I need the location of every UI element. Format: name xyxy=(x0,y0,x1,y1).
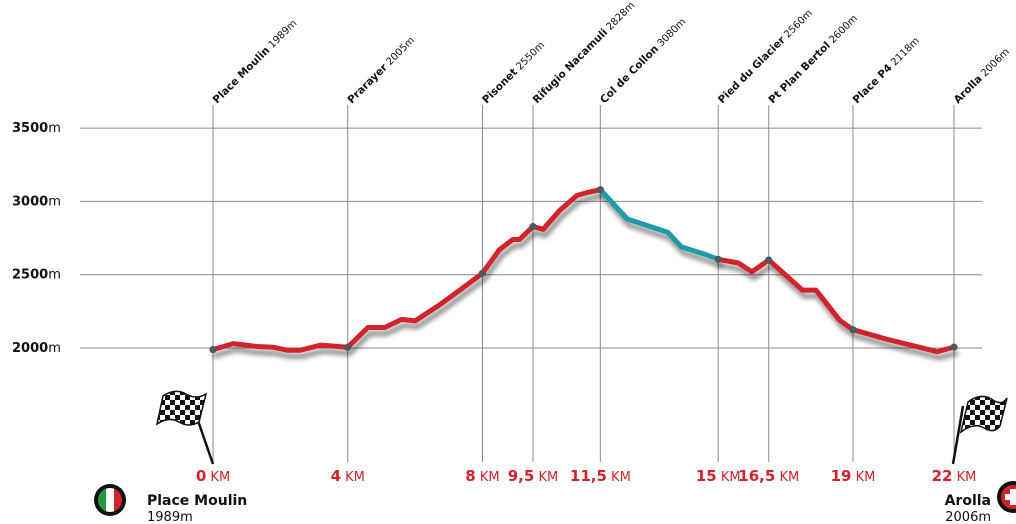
profile-shadow-segment xyxy=(717,262,959,361)
waypoint-guides xyxy=(212,105,955,462)
y-tick-label: 3500m xyxy=(12,121,61,136)
waypoint-label: Pt Plan Bertol 2600m xyxy=(766,12,860,106)
profile-shadow-segment xyxy=(599,193,723,268)
waypoint-label: Arolla 2006m xyxy=(952,46,1012,106)
profile-shadow-segment xyxy=(212,193,605,359)
x-tick-label: 0 KM xyxy=(196,467,230,485)
profile-segment-3 xyxy=(715,256,957,355)
waypoint-marker xyxy=(344,343,352,351)
y-tick-label: 2500m xyxy=(12,268,61,283)
profile-segment-2 xyxy=(597,187,721,262)
waypoint-marker xyxy=(950,343,958,351)
waypoint-marker xyxy=(529,223,537,231)
x-tick-label: 8 KM xyxy=(465,467,499,485)
x-tick-label: 9,5 KM xyxy=(508,467,558,485)
waypoint-markers xyxy=(209,186,958,354)
profile-lines xyxy=(210,187,957,355)
y-tick-label: 3000m xyxy=(12,194,61,209)
finish-altitude: 2006m xyxy=(945,510,991,524)
waypoint-marker xyxy=(209,346,217,354)
x-tick-label: 16,5 KM xyxy=(738,467,799,485)
waypoint-label: Pied du Glacier 2560m xyxy=(716,7,815,106)
y-tick-label: 2000m xyxy=(12,341,61,356)
start-name: Place Moulin xyxy=(147,493,247,509)
waypoint-label: Place P4 2118m xyxy=(851,35,922,106)
x-tick-label: 22 KM xyxy=(932,467,977,485)
gridlines xyxy=(80,127,982,349)
x-tick-label: 11,5 KM xyxy=(570,467,631,485)
waypoint-marker xyxy=(849,326,857,334)
waypoint-label: Place Moulin 1989m xyxy=(211,17,300,106)
switzerland-flag-icon xyxy=(997,481,1016,513)
start-altitude: 1989m xyxy=(147,510,193,524)
profile-shadow xyxy=(212,193,959,361)
finish-name: Arolla xyxy=(945,493,991,509)
profile-segment-1 xyxy=(210,187,603,353)
waypoint-marker xyxy=(596,186,604,194)
x-tick-label: 15 KM xyxy=(696,467,741,485)
finish-checkered-flag-icon xyxy=(951,395,1008,465)
waypoint-marker xyxy=(478,269,487,277)
waypoint-marker xyxy=(765,256,773,264)
x-tick-label: 19 KM xyxy=(831,467,876,485)
x-tick-label: 4 KM xyxy=(331,467,365,485)
waypoint-label: Prarayer 2005m xyxy=(345,34,417,106)
waypoint-marker xyxy=(714,255,722,263)
italy-flag-icon xyxy=(94,484,126,516)
start-checkered-flag-icon xyxy=(155,390,215,465)
